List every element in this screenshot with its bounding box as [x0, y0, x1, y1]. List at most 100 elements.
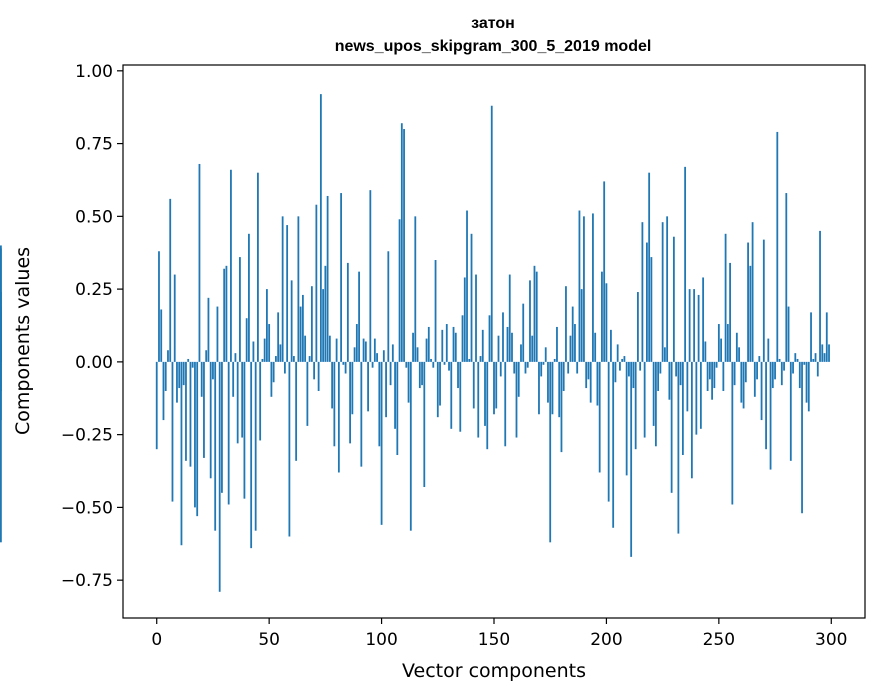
bar [409, 361, 412, 531]
bar [373, 338, 376, 362]
bar [524, 361, 527, 374]
bar [497, 335, 500, 362]
bar [261, 358, 264, 362]
bar [308, 356, 311, 362]
bar [279, 344, 282, 362]
bar [324, 265, 327, 362]
bar [690, 361, 693, 479]
bar [578, 210, 581, 362]
bar [158, 251, 160, 362]
bar [699, 361, 702, 429]
bar [421, 361, 423, 386]
bar [214, 361, 217, 531]
bar [275, 356, 277, 362]
bar [196, 361, 199, 517]
bar [670, 361, 673, 493]
bar [663, 347, 666, 362]
bar [400, 123, 403, 362]
bar [243, 361, 246, 499]
bar [371, 361, 374, 368]
bar [508, 274, 511, 362]
bar [729, 262, 731, 362]
bar [169, 198, 172, 362]
bar [585, 361, 588, 389]
bar [387, 251, 390, 362]
bar [511, 332, 513, 362]
bar [479, 356, 482, 362]
bar [650, 257, 653, 362]
bar [173, 274, 176, 362]
bar [625, 361, 628, 476]
bar [607, 361, 610, 502]
bar [380, 361, 383, 525]
bar [540, 361, 543, 377]
bar [722, 361, 725, 391]
bar [250, 361, 253, 549]
bar [553, 358, 556, 362]
bar [767, 338, 770, 362]
bar [466, 210, 468, 362]
bar [686, 361, 689, 412]
bar [0, 361, 2, 543]
bar [706, 361, 709, 391]
bar [733, 361, 736, 386]
bar [234, 353, 237, 362]
bar [637, 292, 639, 362]
bar [0, 306, 2, 362]
bar [634, 361, 637, 450]
bar [443, 361, 446, 365]
bar [623, 356, 626, 362]
bar [776, 131, 779, 362]
bar [290, 280, 293, 362]
bar [164, 361, 167, 391]
bar [185, 361, 187, 461]
bar [517, 361, 520, 397]
bar [726, 324, 729, 362]
bar [450, 361, 453, 429]
bar [502, 312, 504, 362]
bar [398, 219, 401, 362]
bar [360, 361, 363, 467]
bar [353, 347, 356, 362]
bar [720, 338, 722, 362]
bar [526, 361, 529, 368]
bar [560, 361, 563, 453]
bar [666, 216, 669, 362]
bar [814, 353, 817, 362]
bar [823, 353, 826, 362]
bar [245, 318, 248, 362]
bar [672, 236, 675, 362]
bar [272, 361, 275, 383]
bar [569, 335, 572, 362]
bar [212, 361, 214, 380]
bar [160, 309, 163, 362]
bar [646, 242, 648, 362]
bar [263, 338, 266, 362]
bar [531, 335, 534, 362]
bar [200, 361, 203, 397]
bar [439, 361, 441, 406]
bar [418, 361, 421, 389]
bar [283, 361, 286, 374]
bar [493, 361, 495, 415]
x-tick-label: 300 [815, 630, 847, 650]
bar [396, 361, 399, 456]
bar [180, 361, 183, 546]
x-tick-label: 150 [478, 630, 510, 650]
bar [589, 361, 592, 403]
bar [223, 268, 226, 362]
bar [643, 361, 646, 438]
bar [436, 361, 439, 418]
x-tick-label: 250 [703, 630, 735, 650]
bar [230, 169, 232, 362]
bar [454, 332, 457, 362]
bar [349, 361, 351, 444]
bar [794, 353, 797, 362]
chart-subtitle: news_upos_skipgram_300_5_2019 model [335, 38, 652, 55]
bar [259, 361, 262, 441]
bar [504, 361, 507, 447]
bar [218, 361, 221, 592]
bar [805, 361, 808, 403]
bar [315, 204, 318, 362]
bar [762, 239, 765, 362]
